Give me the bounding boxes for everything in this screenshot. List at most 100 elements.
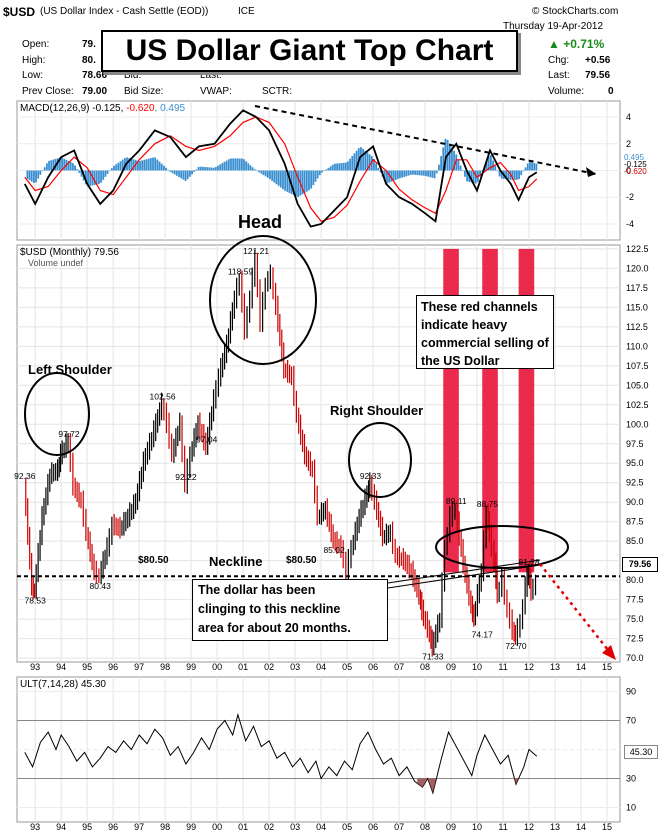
macd-trend-line bbox=[254, 105, 597, 175]
macd-hist-bar bbox=[132, 159, 135, 171]
macd-hist-bar bbox=[444, 138, 447, 171]
macd-hist-bar bbox=[58, 157, 61, 171]
sctr-label: SCTR: bbox=[262, 86, 292, 97]
price-y-tick: 92.5 bbox=[626, 478, 644, 488]
macd-hist-bar bbox=[156, 159, 159, 171]
price-y-tick: 120.0 bbox=[626, 263, 649, 273]
macd-hist-bar bbox=[173, 170, 176, 175]
macd-hist-bar bbox=[71, 163, 74, 171]
prev-label: Prev Close: bbox=[22, 86, 74, 97]
macd-hist-bar bbox=[61, 157, 63, 171]
vwap-label: VWAP: bbox=[200, 86, 232, 97]
macd-hist-bar bbox=[427, 170, 429, 177]
price-y-tick: 97.5 bbox=[626, 439, 644, 449]
macd-hist-bar bbox=[256, 170, 258, 172]
x-tick-label: 99 bbox=[186, 822, 196, 832]
macd-hist-bar bbox=[30, 170, 33, 182]
macd-hist-bar bbox=[344, 162, 347, 171]
macd-hist-bar bbox=[370, 156, 373, 171]
x-tick-label: 11 bbox=[498, 822, 507, 832]
macd-hist-bar bbox=[141, 160, 144, 171]
macd-hist-bar bbox=[253, 169, 256, 171]
macd-hist-bar bbox=[93, 170, 96, 186]
note-pointer-line-2 bbox=[387, 564, 541, 589]
macd-hist-bar bbox=[186, 170, 189, 180]
last-label: Last: bbox=[200, 70, 222, 81]
macd-hist-bar bbox=[373, 158, 375, 171]
macd-hist-bar bbox=[262, 170, 265, 176]
price-point-label: 102.56 bbox=[150, 391, 176, 401]
x-tick-label: 09 bbox=[446, 662, 456, 672]
macd-hist-bar bbox=[277, 170, 280, 186]
price-point-label: 89.11 bbox=[446, 496, 467, 506]
macd-hist-bar bbox=[63, 158, 66, 171]
macd-hist-bar bbox=[204, 167, 206, 171]
macd-hist-bar bbox=[457, 160, 460, 171]
macd-hist-bar bbox=[121, 159, 124, 171]
clinging-note: The dollar has been clinging to this nec… bbox=[192, 579, 388, 641]
macd-hist-bar bbox=[485, 161, 488, 171]
macd-hist-bar bbox=[188, 170, 191, 177]
macd-hist-bar bbox=[87, 170, 89, 187]
macd-hist-bar bbox=[221, 163, 224, 171]
price-y-tick: 75.0 bbox=[626, 614, 644, 624]
macd-hist-bar bbox=[526, 163, 529, 171]
macd-hist-bar bbox=[269, 170, 271, 180]
macd-hist-bar bbox=[247, 163, 250, 171]
macd-hist-bar bbox=[197, 166, 200, 171]
price-point-label: 74.17 bbox=[472, 630, 494, 640]
x-tick-label: 15 bbox=[602, 822, 612, 832]
macd-last-value: -0.125 bbox=[624, 160, 647, 169]
macd-hist-bar bbox=[403, 170, 406, 177]
date: Thursday 19-Apr-2012 bbox=[503, 21, 604, 32]
x-tick-label: 15 bbox=[602, 662, 612, 672]
macd-hist-bar bbox=[234, 158, 237, 171]
macd-hist-bar bbox=[258, 170, 261, 173]
x-tick-label: 05 bbox=[342, 662, 352, 672]
macd-last-value: 0.495 bbox=[624, 153, 645, 162]
x-tick-label: 02 bbox=[264, 822, 274, 832]
macd-hist-bar bbox=[327, 167, 330, 171]
ult-y-tick: 30 bbox=[626, 774, 636, 784]
note-pointer-line-1 bbox=[387, 559, 541, 584]
macd-hist-bar bbox=[535, 163, 538, 171]
x-tick-label: 04 bbox=[316, 662, 326, 672]
price-y-tick: 77.5 bbox=[626, 595, 644, 605]
macd-hist-bar bbox=[528, 161, 531, 171]
macd-hist-bar bbox=[507, 170, 510, 180]
price-y-tick: 115.0 bbox=[626, 302, 648, 312]
macd-last-value: -0.620 bbox=[624, 167, 647, 176]
macd-hist-bar bbox=[243, 159, 245, 171]
pct-change: ▲ +0.71% bbox=[548, 37, 605, 51]
macd-hist-bar bbox=[208, 167, 211, 171]
macd-hist-bar bbox=[425, 170, 427, 177]
chg-value: +0.56 bbox=[585, 55, 611, 66]
macd-hist-bar bbox=[325, 169, 328, 171]
macd-hist-bar bbox=[455, 154, 458, 171]
projection-arrowhead bbox=[602, 645, 616, 660]
macd-hist-bar bbox=[143, 159, 146, 171]
macd-hist-bar bbox=[379, 170, 382, 173]
macd-hist-bar bbox=[416, 170, 419, 176]
macd-hist-bar bbox=[481, 170, 484, 172]
macd-hist-bar bbox=[275, 170, 278, 185]
macd-hist-bar bbox=[100, 170, 102, 183]
x-tick-label: 96 bbox=[108, 822, 118, 832]
price-y-tick: 105.0 bbox=[626, 380, 649, 390]
x-tick-label: 96 bbox=[108, 662, 118, 672]
macd-hist-bar bbox=[314, 170, 317, 182]
price-point-label: 118.59 bbox=[228, 266, 254, 276]
macd-y-tick: 4 bbox=[626, 112, 631, 122]
macd-hist-bar bbox=[108, 170, 111, 172]
price-y-tick: 122.5 bbox=[626, 244, 649, 254]
macd-hist-bar bbox=[321, 170, 323, 173]
macd-hist-bar bbox=[522, 170, 525, 172]
macd-hist-bar bbox=[414, 170, 417, 175]
x-tick-label: 95 bbox=[82, 822, 92, 832]
x-tick-label: 93 bbox=[30, 822, 40, 832]
open-label: Open: bbox=[22, 39, 50, 50]
macd-hist-bar bbox=[451, 147, 453, 171]
ult-y-tick: 90 bbox=[626, 687, 636, 697]
ult-oversold-fill bbox=[513, 778, 519, 785]
